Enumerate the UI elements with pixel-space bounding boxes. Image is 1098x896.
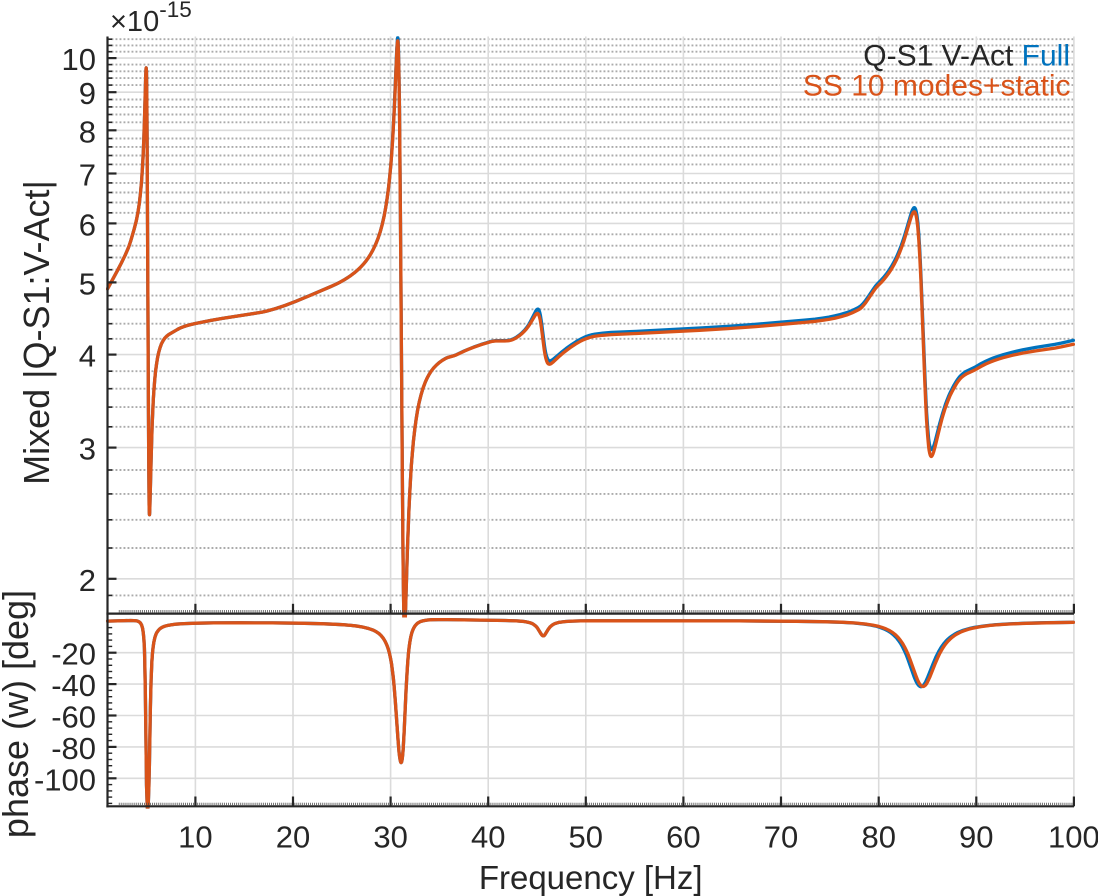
svg-text:80: 80 [861, 820, 895, 855]
svg-text:4: 4 [79, 339, 96, 374]
svg-text:7: 7 [79, 158, 96, 193]
svg-text:Mixed |Q-S1:V-Act|: Mixed |Q-S1:V-Act| [16, 180, 57, 485]
svg-text:70: 70 [764, 820, 798, 855]
svg-text:2: 2 [79, 563, 96, 598]
svg-text:-40: -40 [51, 668, 96, 703]
svg-text:6: 6 [79, 207, 96, 242]
svg-text:90: 90 [959, 820, 993, 855]
svg-text:Frequency [Hz]: Frequency [Hz] [479, 859, 703, 896]
svg-text:phase (w) [deg]: phase (w) [deg] [0, 590, 36, 838]
svg-text:50: 50 [569, 820, 603, 855]
svg-text:10: 10 [178, 820, 212, 855]
svg-text:3: 3 [79, 432, 96, 467]
svg-text:-60: -60 [51, 700, 96, 735]
svg-text:-100: -100 [34, 762, 96, 797]
svg-text:-80: -80 [51, 731, 96, 766]
svg-text:9: 9 [79, 76, 96, 111]
svg-text:Q-S1 V-Act Full: Q-S1 V-Act Full [863, 39, 1070, 72]
svg-text:30: 30 [373, 820, 407, 855]
svg-text:100: 100 [1048, 820, 1098, 855]
svg-text:60: 60 [666, 820, 700, 855]
svg-text:40: 40 [471, 820, 505, 855]
svg-text:10: 10 [62, 42, 96, 77]
svg-text:5: 5 [79, 266, 96, 301]
svg-text:8: 8 [79, 114, 96, 149]
svg-text:20: 20 [276, 820, 310, 855]
svg-text:-20: -20 [51, 637, 96, 672]
svg-text:SS 10 modes+static: SS 10 modes+static [803, 69, 1071, 102]
